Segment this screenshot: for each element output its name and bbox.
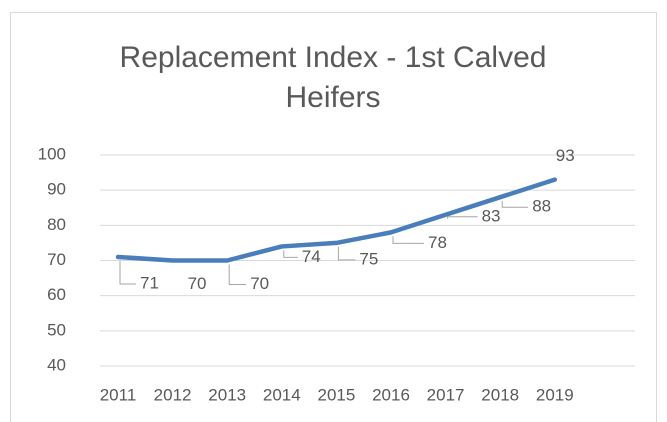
- data-label: 71: [140, 273, 159, 292]
- x-tick-label: 2013: [208, 385, 246, 404]
- chart-title: Replacement Index - 1st Calved Heifers: [119, 41, 547, 114]
- leader-line: [501, 201, 529, 208]
- x-tick-label: 2011: [100, 385, 137, 404]
- x-tick-label: 2014: [263, 385, 301, 404]
- data-label: 70: [250, 274, 269, 293]
- leader-line: [228, 264, 247, 285]
- chart-border: [10, 12, 657, 422]
- x-tick-label: 2018: [481, 385, 519, 404]
- leader-line: [119, 260, 136, 285]
- x-tick-label: 2019: [536, 385, 574, 404]
- title-box: Replacement Index - 1st Calved Heifers: [119, 41, 547, 114]
- y-tick-label: 60: [47, 285, 66, 304]
- y-tick-label: 90: [47, 180, 66, 199]
- y-tick-label: 100: [38, 144, 66, 163]
- leader-line: [283, 250, 298, 258]
- line-series: [115, 177, 558, 263]
- data-label: 74: [302, 247, 321, 266]
- data-label: 78: [428, 233, 447, 252]
- data-label: 93: [556, 146, 575, 165]
- x-tick-label: 2012: [154, 385, 192, 404]
- data-label: 88: [532, 197, 551, 216]
- data-label: 75: [359, 249, 378, 268]
- leader-line: [337, 246, 356, 261]
- y-tick-label: 40: [47, 355, 66, 374]
- x-tick-label: 2016: [372, 385, 410, 404]
- x-tick-label: 2015: [317, 385, 355, 404]
- y-tick-label: 50: [47, 320, 66, 339]
- data-label: 70: [188, 274, 207, 293]
- leader-line: [392, 236, 424, 244]
- y-tick-label: 80: [47, 215, 66, 234]
- data-label: 83: [482, 206, 501, 225]
- leader-line: [447, 216, 478, 219]
- y-tick-label: 70: [47, 250, 66, 269]
- x-tick-label: 2017: [427, 385, 465, 404]
